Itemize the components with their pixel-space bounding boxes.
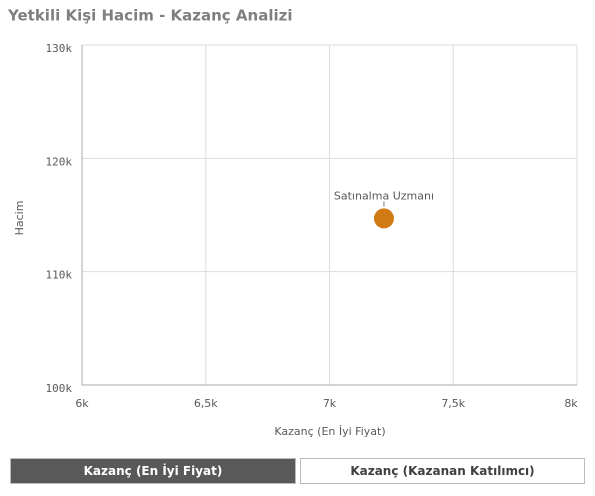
point-label: Satınalma Uzmanı [334, 189, 434, 202]
x-tick-label: 7,5k [441, 397, 465, 410]
chart: Yetkili Kişi Hacim - Kazanç Analizi Kaza… [7, 7, 578, 439]
chart-title: Yetkili Kişi Hacim - Kazanç Analizi [7, 7, 292, 25]
y-tick-label: 100k [46, 382, 73, 395]
x-tick-label: 6k [75, 397, 89, 410]
x-axis-title: Kazanç (En İyi Fiyat) [274, 425, 385, 438]
toggle-button[interactable]: Kazanç (En İyi Fiyat) [10, 458, 296, 484]
point [373, 208, 394, 229]
y-tick-label: 130k [46, 42, 73, 55]
y-tick-label: 120k [46, 155, 73, 168]
y-tick-label: 110k [46, 269, 73, 282]
x-tick-label: 6,5k [194, 397, 218, 410]
x-tick-label: 8k [564, 397, 578, 410]
x-tick-label: 7k [323, 397, 337, 410]
y-axis-title: Hacim [13, 201, 26, 236]
toggle-button[interactable]: Kazanç (Kazanan Katılımcı) [300, 458, 585, 484]
